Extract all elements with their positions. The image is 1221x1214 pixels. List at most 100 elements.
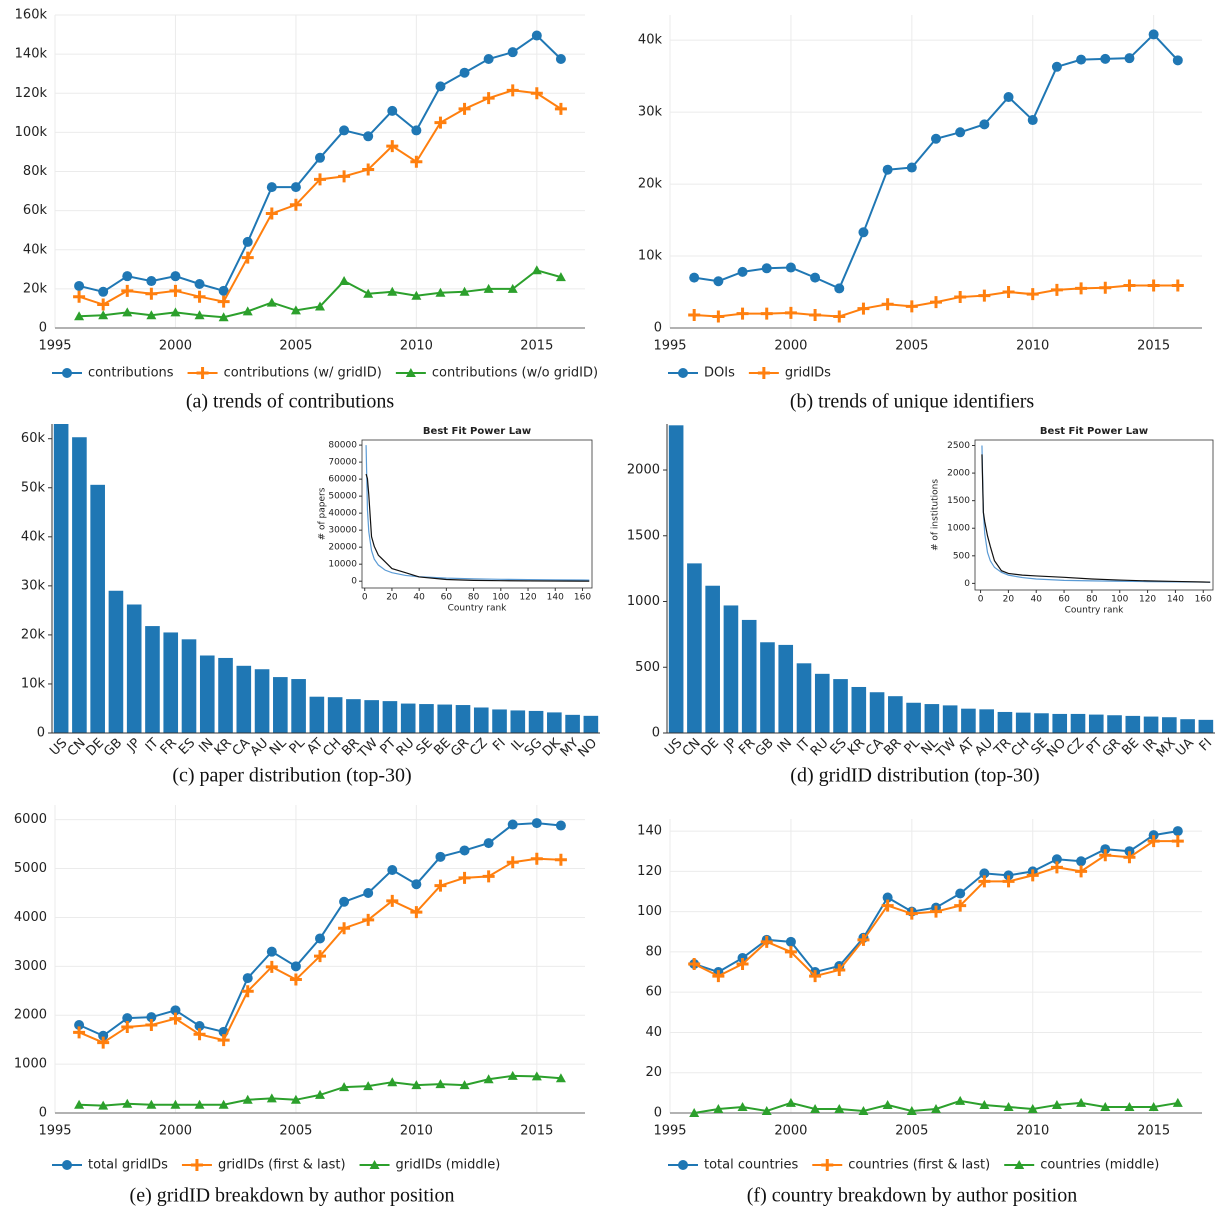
- bar: [1162, 717, 1177, 733]
- marker: [713, 1103, 724, 1113]
- bar: [218, 657, 233, 733]
- marker: [809, 970, 822, 983]
- marker: [1147, 835, 1160, 848]
- x-tick-label: TW: [933, 736, 959, 762]
- marker: [530, 87, 543, 100]
- marker: [688, 309, 701, 322]
- x-tick-label: 2015: [1137, 1124, 1170, 1139]
- bar: [833, 679, 848, 733]
- marker: [810, 272, 821, 283]
- marker: [1051, 854, 1062, 865]
- marker: [1123, 851, 1136, 864]
- x-tick-label: UA: [1173, 736, 1197, 760]
- marker: [906, 162, 917, 173]
- legend-label: countries (first & last): [848, 1158, 990, 1173]
- bar: [419, 704, 434, 733]
- x-tick-label: 2000: [774, 339, 807, 354]
- y-tick-label: 60000: [328, 475, 357, 485]
- marker: [1076, 1097, 1087, 1107]
- y-tick-label: 0: [652, 726, 660, 741]
- marker: [193, 1028, 206, 1041]
- marker: [483, 283, 494, 293]
- marker: [459, 67, 470, 78]
- marker: [905, 300, 918, 313]
- x-tick-label: 2005: [279, 339, 312, 354]
- y-tick-label: 40000: [328, 509, 357, 519]
- x-tick-label: GB: [753, 736, 777, 760]
- marker: [678, 368, 688, 378]
- x-axis-label: Country rank: [448, 604, 508, 614]
- y-tick-label: 0: [39, 321, 47, 336]
- marker: [858, 1105, 869, 1115]
- marker: [122, 1013, 133, 1024]
- marker: [241, 985, 254, 998]
- marker: [483, 54, 494, 65]
- marker: [881, 298, 894, 311]
- marker: [678, 1160, 688, 1170]
- marker: [555, 1073, 566, 1083]
- marker: [979, 868, 990, 879]
- bar: [90, 484, 105, 733]
- marker: [737, 1101, 748, 1111]
- y-tick-label: 40k: [21, 529, 46, 544]
- marker: [363, 131, 374, 142]
- x-tick-label: 2005: [895, 339, 928, 354]
- bar: [108, 590, 124, 733]
- x-tick-label: 20: [1003, 595, 1015, 605]
- marker: [73, 1026, 86, 1039]
- marker: [363, 888, 374, 898]
- x-tick-label: 2010: [400, 339, 433, 354]
- y-tick-label: 10k: [638, 249, 663, 264]
- marker: [482, 92, 495, 105]
- bar: [547, 712, 562, 733]
- x-tick-label: FI: [1197, 736, 1216, 755]
- x-axis-label: Country rank: [1065, 606, 1125, 616]
- marker: [98, 1100, 109, 1110]
- y-tick-label: 10k: [21, 676, 46, 691]
- marker: [954, 899, 967, 912]
- x-tick-label: 2010: [1016, 1124, 1049, 1139]
- bar: [291, 679, 306, 733]
- marker: [1124, 1101, 1135, 1111]
- bar: [924, 704, 940, 733]
- bar: [1143, 716, 1159, 733]
- y-tick-label: 4000: [14, 910, 47, 925]
- legend-label: gridIDs (first & last): [218, 1158, 346, 1173]
- marker: [97, 298, 110, 311]
- legend-label: gridIDs: [785, 366, 831, 381]
- bar: [528, 710, 544, 733]
- y-tick-label: 40k: [638, 33, 663, 48]
- marker: [98, 310, 109, 320]
- marker: [459, 286, 470, 296]
- y-tick-label: 100: [637, 904, 662, 919]
- caption: (d) gridID distribution (top-30): [790, 765, 1039, 787]
- caption: (a) trends of contributions: [186, 391, 394, 413]
- x-tick-label: 2000: [159, 1124, 192, 1139]
- marker: [74, 311, 85, 321]
- bar: [997, 711, 1013, 733]
- legend-label: countries (middle): [1040, 1158, 1159, 1173]
- marker: [196, 367, 209, 379]
- marker: [531, 30, 542, 41]
- y-tick-label: 1000: [947, 524, 970, 534]
- marker: [193, 290, 206, 303]
- y-tick-label: 40: [645, 1025, 662, 1040]
- caption: (b) trends of unique identifiers: [790, 391, 1035, 413]
- marker: [265, 960, 278, 973]
- bar: [741, 619, 757, 733]
- marker: [146, 1099, 157, 1109]
- marker: [954, 291, 967, 304]
- marker: [146, 276, 157, 287]
- marker: [339, 125, 350, 136]
- marker: [169, 284, 182, 297]
- bar: [1070, 713, 1086, 733]
- marker: [1075, 865, 1088, 878]
- x-tick-label: 100: [1111, 595, 1128, 605]
- marker: [857, 933, 870, 946]
- marker: [369, 1160, 380, 1169]
- marker: [1099, 849, 1112, 862]
- bar: [181, 639, 197, 733]
- marker: [931, 133, 941, 144]
- x-tick-label: ES: [176, 736, 198, 758]
- marker: [1076, 54, 1087, 65]
